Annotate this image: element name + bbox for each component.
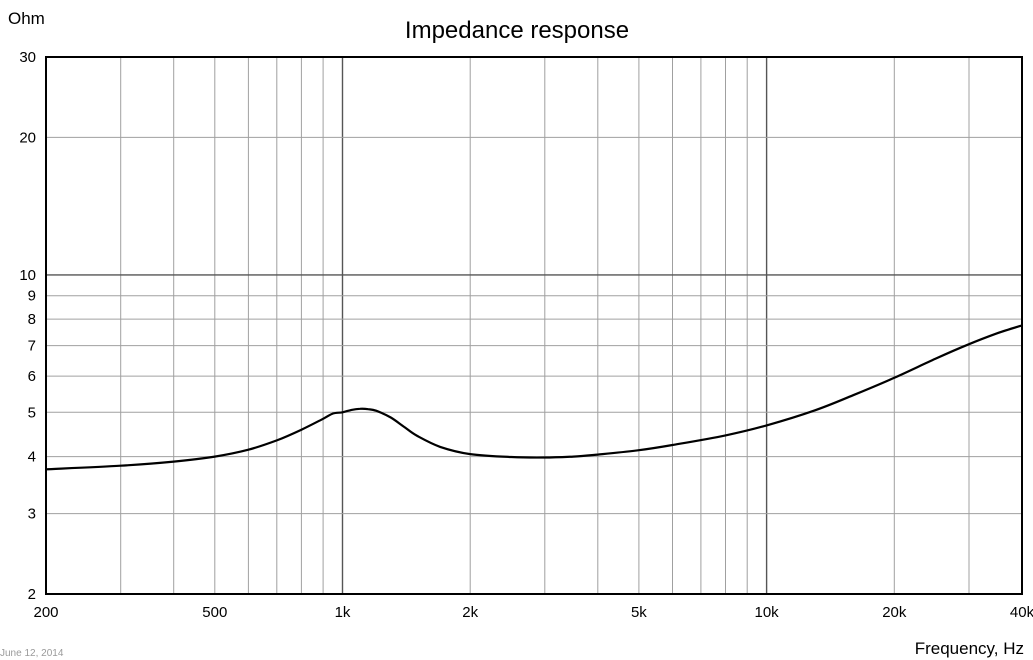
y-tick-label: 8 bbox=[28, 311, 36, 328]
x-tick-label: 40k bbox=[1010, 604, 1033, 621]
y-tick-label: 5 bbox=[28, 404, 36, 421]
x-tick-label: 2k bbox=[462, 604, 478, 621]
x-tick-label: 20k bbox=[882, 604, 907, 621]
x-axis-label: Frequency, Hz bbox=[915, 639, 1024, 658]
x-tick-label: 1k bbox=[335, 604, 351, 621]
x-tick-label: 500 bbox=[202, 604, 227, 621]
y-tick-label: 7 bbox=[28, 338, 36, 355]
y-tick-label: 3 bbox=[28, 506, 36, 523]
y-tick-labels: 2 3 4 5 6 7 8 9 10 20 30 bbox=[19, 49, 36, 603]
y-tick-label: 20 bbox=[19, 129, 36, 146]
y-tick-label: 9 bbox=[28, 288, 36, 305]
x-tick-labels: 200 500 1k 2k 5k 10k 20k 40k bbox=[33, 604, 1033, 621]
y-tick-label: 30 bbox=[19, 49, 36, 66]
y-tick-label: 10 bbox=[19, 267, 36, 284]
chart-title: Impedance response bbox=[405, 17, 629, 44]
chart-grid bbox=[46, 57, 1022, 594]
y-tick-label: 2 bbox=[28, 586, 36, 603]
date-stamp: June 12, 2014 bbox=[0, 648, 64, 659]
y-axis-label: Ohm bbox=[8, 9, 45, 28]
x-tick-label: 5k bbox=[631, 604, 647, 621]
impedance-curve bbox=[45, 324, 1023, 471]
y-tick-label: 4 bbox=[28, 449, 36, 466]
y-tick-label: 6 bbox=[28, 368, 36, 385]
x-tick-label: 10k bbox=[755, 604, 780, 621]
x-tick-label: 200 bbox=[33, 604, 58, 621]
